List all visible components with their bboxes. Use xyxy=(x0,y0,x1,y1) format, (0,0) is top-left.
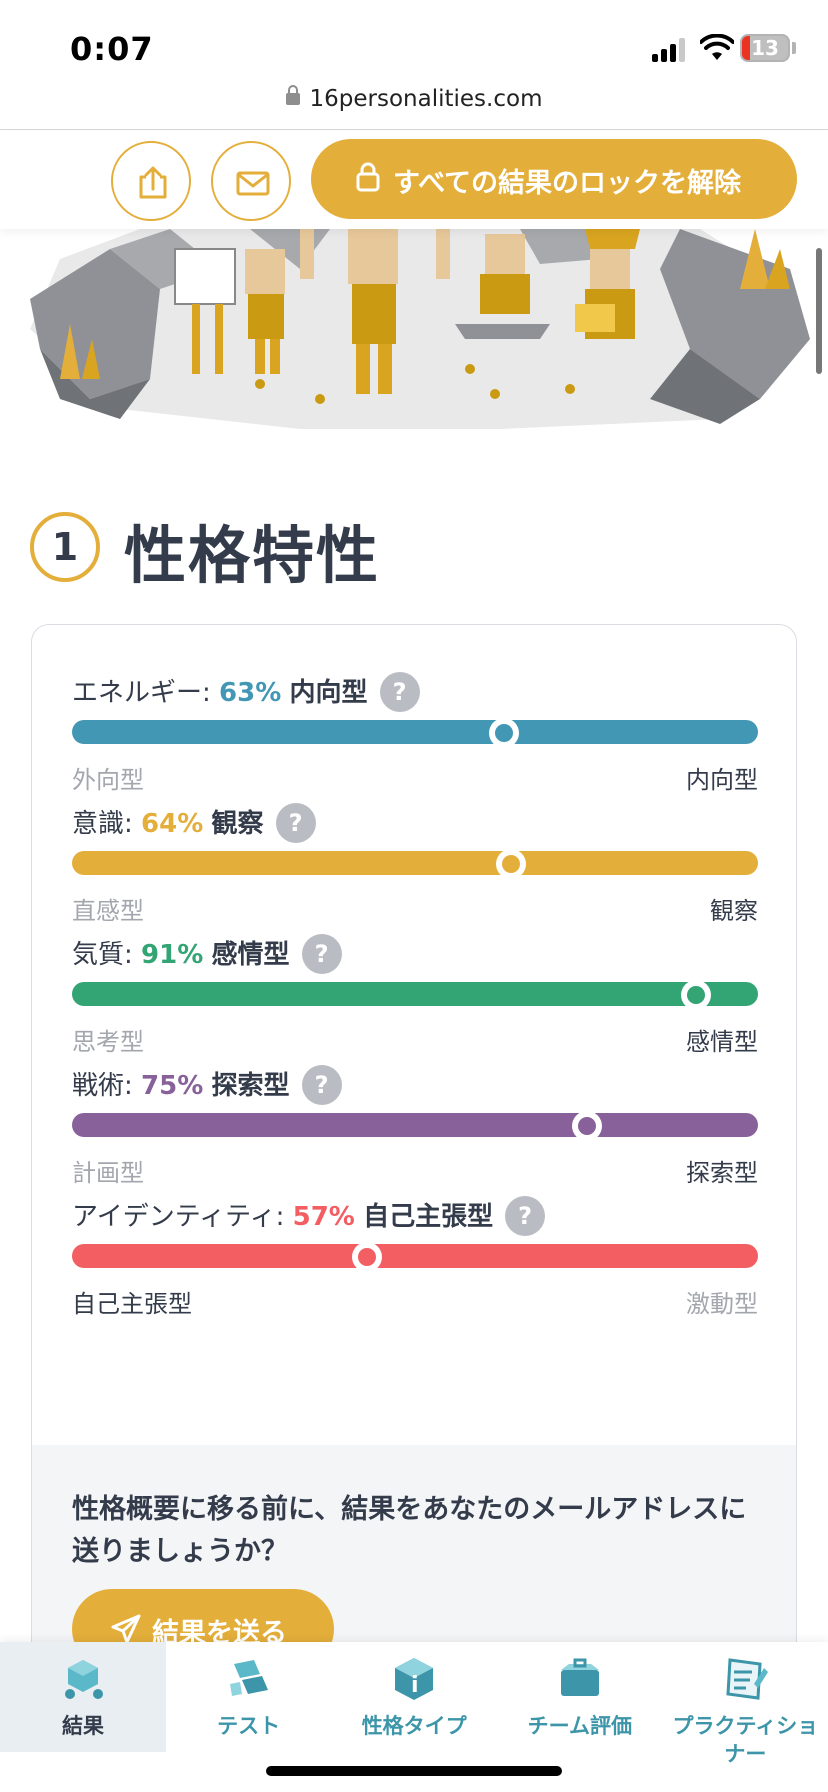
wifi-icon xyxy=(700,34,734,60)
trait-marker xyxy=(489,718,520,748)
trait-type: 探索型 xyxy=(211,1071,290,1101)
team-assessment-icon xyxy=(560,1658,599,1696)
scrollbar-thumb[interactable] xyxy=(816,248,822,374)
trait-percent: 64% xyxy=(141,809,204,839)
trait-bar xyxy=(72,851,758,875)
personality-traits-card: エネルギー: 63% 内向型? 外向型 内向型意識: 64% 観察? 直感型 観察気質:… xyxy=(31,624,797,1792)
status-time: 0:07 xyxy=(70,30,154,68)
trait-left-pole: 直感型 xyxy=(72,897,144,925)
trait-name: 意識: xyxy=(72,809,133,839)
padlock-icon xyxy=(356,162,380,192)
nav-tab-label: テスト xyxy=(217,1714,281,1738)
trait-type: 観察 xyxy=(211,809,264,839)
nav-tab-label: プラクティショナー xyxy=(672,1714,819,1766)
section-number: 1 xyxy=(30,512,100,582)
trait-left-pole: 計画型 xyxy=(72,1159,144,1187)
trait-right-pole: 内向型 xyxy=(686,766,758,794)
trait-bar xyxy=(72,1244,758,1268)
results-icon xyxy=(65,1660,103,1699)
trait-name: 気質: xyxy=(72,940,133,970)
lock-icon xyxy=(285,85,300,105)
practitioner-icon xyxy=(726,1658,769,1700)
nav-tab-label: 結果 xyxy=(62,1714,104,1738)
trait-type: 自己主張型 xyxy=(363,1202,494,1232)
help-icon[interactable]: ? xyxy=(301,933,342,974)
share-icon xyxy=(139,166,167,199)
trait-row: アイデンティティ: 57% 自己主張型? 自己主張型 激動型 xyxy=(72,1195,758,1346)
email-button[interactable] xyxy=(211,141,291,221)
trait-label: 戦術: 75% 探索型? xyxy=(72,1064,342,1107)
trait-percent: 63% xyxy=(219,678,282,708)
trait-label: 意識: 64% 観察? xyxy=(72,802,316,845)
hero-illustration xyxy=(0,229,828,429)
trait-percent: 75% xyxy=(141,1071,204,1101)
result-actions: すべての結果のロックを解除 xyxy=(0,131,828,229)
unlock-label: すべての結果のロックを解除 xyxy=(393,168,742,199)
help-icon[interactable]: ? xyxy=(505,1195,546,1236)
trait-bar xyxy=(72,982,758,1006)
trait-marker xyxy=(496,849,527,879)
trait-label: アイデンティティ: 57% 自己主張型? xyxy=(72,1195,546,1238)
status-bar: 0:07 13 xyxy=(0,0,828,84)
test-icon xyxy=(229,1660,268,1696)
trait-right-pole: 感情型 xyxy=(686,1028,758,1056)
mail-icon xyxy=(236,171,270,196)
trait-name: アイデンティティ: xyxy=(72,1202,285,1232)
trait-left-pole: 思考型 xyxy=(72,1028,144,1056)
nav-tab[interactable]: i 性格タイプ xyxy=(331,1642,497,1752)
trait-label: 気質: 91% 感情型? xyxy=(72,933,342,976)
nav-tab[interactable]: プラクティショナー xyxy=(662,1642,828,1766)
battery-level: 13 xyxy=(751,36,779,60)
address-bar[interactable]: 16personalities.com xyxy=(0,84,828,130)
trait-name: 戦術: xyxy=(72,1071,133,1101)
trait-marker xyxy=(571,1111,602,1141)
help-icon[interactable]: ? xyxy=(301,1064,342,1105)
help-icon[interactable]: ? xyxy=(379,671,420,712)
trait-right-pole: 探索型 xyxy=(686,1159,758,1187)
trait-bar xyxy=(72,1113,758,1137)
section-title: 性格特性 xyxy=(124,519,381,592)
nav-tab-label: 性格タイプ xyxy=(361,1714,467,1738)
trait-left-pole: 外向型 xyxy=(72,766,144,794)
trait-percent: 57% xyxy=(292,1202,355,1232)
paper-plane-icon xyxy=(111,1614,141,1644)
nav-tab[interactable]: 結果 xyxy=(0,1642,166,1752)
help-icon[interactable]: ? xyxy=(275,802,316,843)
nav-tab-label: チーム評価 xyxy=(527,1714,632,1738)
personality-types-icon: i xyxy=(395,1658,434,1700)
svg-text:i: i xyxy=(411,1673,419,1698)
trait-row: 気質: 91% 感情型? 思考型 感情型 xyxy=(72,933,758,1084)
trait-right-pole: 観察 xyxy=(710,897,758,925)
trait-type: 感情型 xyxy=(211,940,290,970)
nav-tab[interactable]: テスト xyxy=(166,1642,332,1752)
share-button[interactable] xyxy=(111,141,191,221)
unlock-all-results-button[interactable]: すべての結果のロックを解除 xyxy=(311,139,797,219)
signal-icon xyxy=(652,38,688,62)
trait-label: エネルギー: 63% 内向型? xyxy=(72,671,420,714)
battery-icon: 13 xyxy=(740,34,790,62)
trait-left-pole: 自己主張型 xyxy=(72,1290,192,1318)
home-indicator xyxy=(266,1766,562,1776)
email-prompt: 性格概要に移る前に、結果をあなたのメールアドレスに送りましょうか？ xyxy=(72,1494,747,1567)
trait-right-pole: 激動型 xyxy=(686,1290,758,1318)
trait-type: 内向型 xyxy=(289,678,368,708)
trait-marker xyxy=(681,980,712,1010)
trait-row: 意識: 64% 観察? 直感型 観察 xyxy=(72,802,758,953)
trait-bar xyxy=(72,720,758,744)
trait-row: エネルギー: 63% 内向型? 外向型 内向型 xyxy=(72,671,758,822)
nav-tab[interactable]: チーム評価 xyxy=(497,1642,663,1752)
trait-percent: 91% xyxy=(141,940,204,970)
trait-row: 戦術: 75% 探索型? 計画型 探索型 xyxy=(72,1064,758,1215)
url-text: 16personalities.com xyxy=(309,86,543,112)
cave-artists-illustration xyxy=(30,229,810,429)
trait-marker xyxy=(351,1242,382,1272)
trait-name: エネルギー: xyxy=(72,678,211,708)
